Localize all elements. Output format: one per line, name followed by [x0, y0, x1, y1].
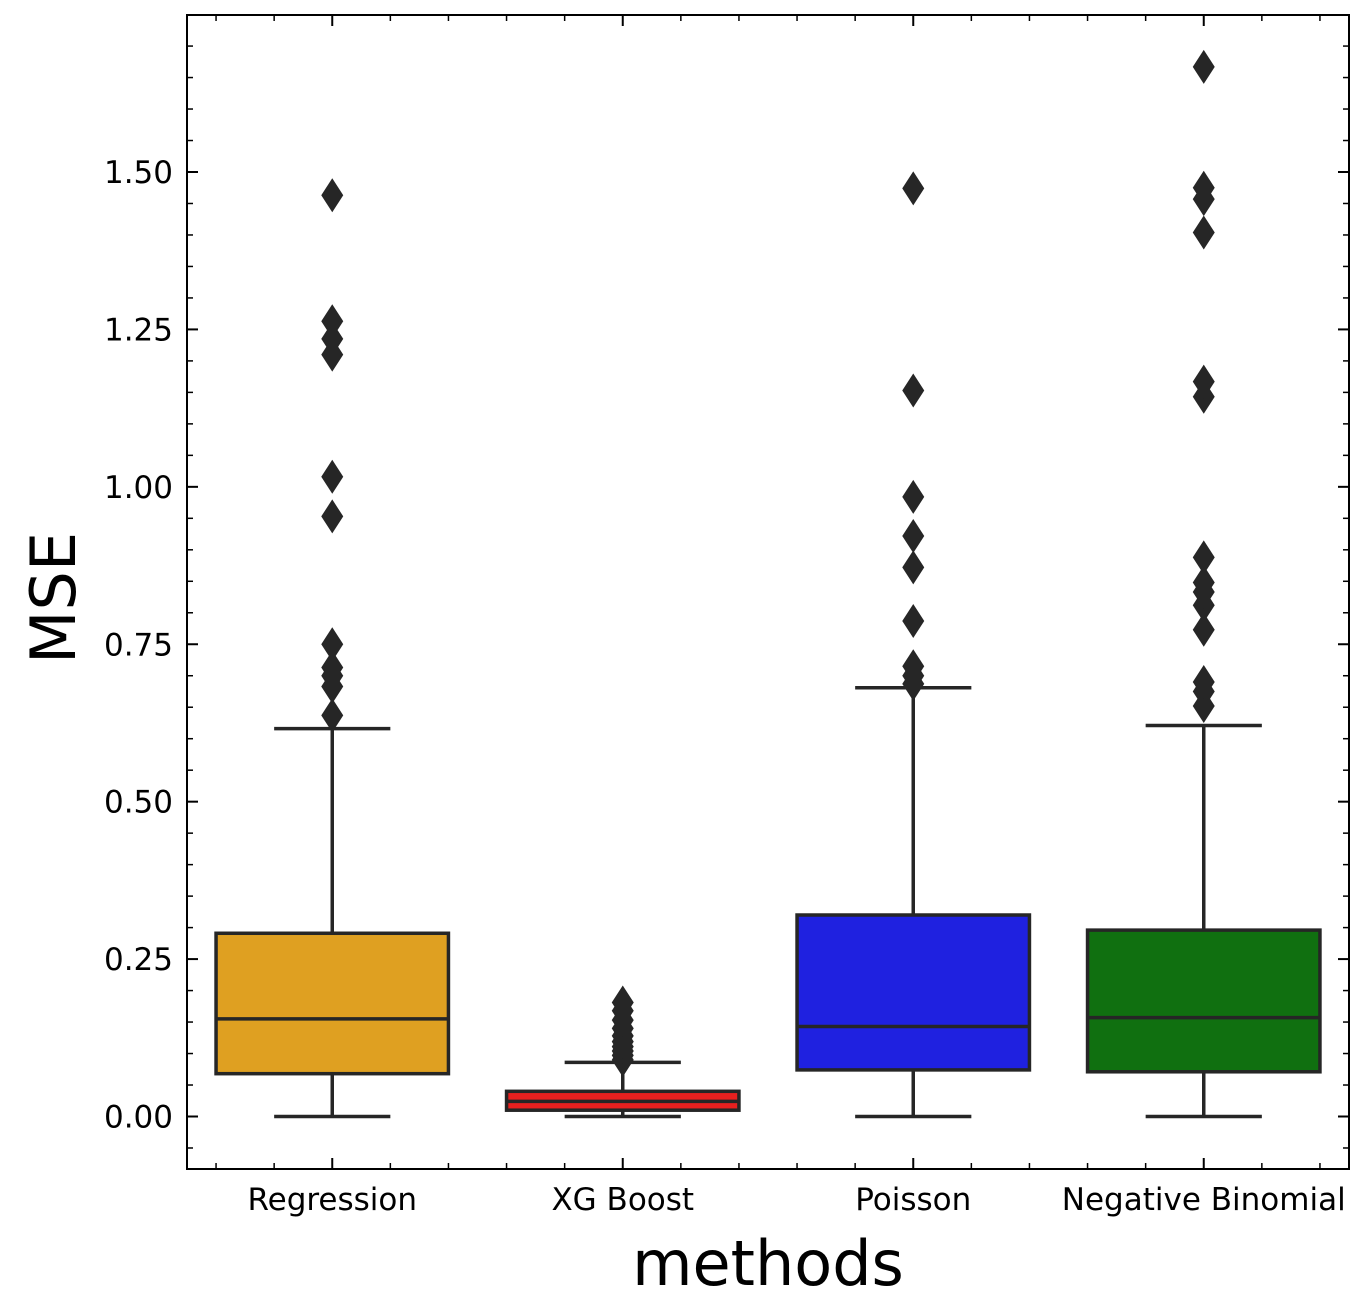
y-tick-label: 0.00 [104, 1100, 173, 1136]
outlier-point [321, 459, 344, 494]
outlier-point [902, 171, 925, 206]
axes-frame [186, 14, 1350, 1170]
y-tick-label: 0.75 [104, 627, 173, 663]
y-tick-label: 1.25 [104, 312, 173, 348]
outlier-point [1192, 665, 1215, 700]
outlier-point [321, 304, 344, 339]
outlier-point [1192, 49, 1215, 84]
box-regression [214, 931, 451, 1076]
outlier-point [902, 518, 925, 553]
y-tick-label: 1.00 [104, 470, 173, 506]
x-tick-label: Regression [247, 1182, 417, 1218]
outlier-point [321, 627, 344, 662]
outlier-point [902, 550, 925, 585]
x-tick-label: Negative Binomial [1062, 1182, 1346, 1218]
outlier-point [321, 178, 344, 213]
x-tick-label: Poisson [855, 1182, 971, 1218]
outlier-point [902, 479, 925, 514]
box-poisson [795, 913, 1032, 1072]
outlier-point [321, 650, 344, 685]
outlier-point [1192, 540, 1215, 575]
outlier-point [1192, 170, 1215, 205]
outlier-point [902, 649, 925, 684]
outlier-point [902, 373, 925, 408]
x-axis-title: methods [632, 1227, 904, 1300]
outlier-point [321, 321, 344, 356]
outlier-point [1192, 215, 1215, 250]
y-tick-label: 0.50 [104, 785, 173, 821]
y-tick-label: 0.25 [104, 942, 173, 978]
outlier-point [1192, 364, 1215, 399]
outlier-point [611, 985, 634, 1020]
outlier-point [902, 603, 925, 638]
x-tick-label: XG Boost [551, 1182, 694, 1218]
outlier-point [1192, 612, 1215, 647]
box-negative-binomial [1085, 928, 1322, 1074]
y-tick-label: 1.50 [104, 155, 173, 191]
y-axis-title: MSE [17, 532, 90, 664]
outlier-point [321, 698, 344, 733]
outlier-point [321, 499, 344, 534]
outlier-point [1192, 565, 1215, 600]
